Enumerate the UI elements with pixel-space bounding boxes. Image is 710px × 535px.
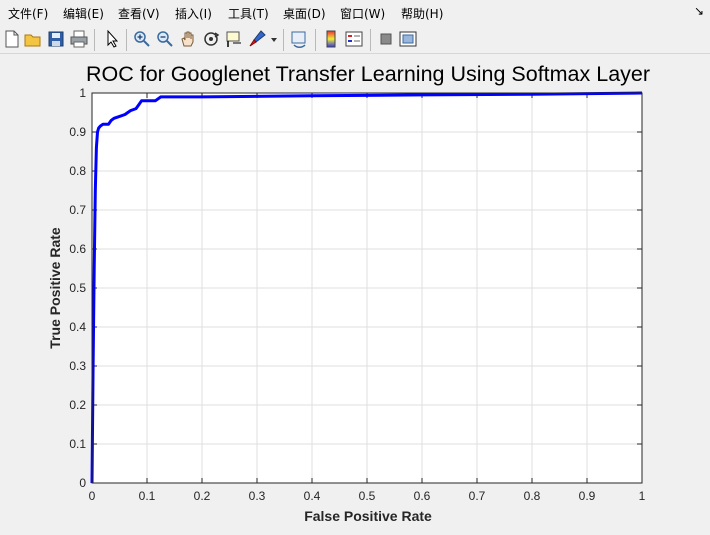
brush-icon[interactable] <box>247 29 267 49</box>
new-figure-icon[interactable] <box>2 29 22 49</box>
x-tick-label: 0.4 <box>304 489 321 503</box>
open-file-icon[interactable] <box>23 29 43 49</box>
menu-tools[interactable]: 工具(T) <box>228 7 269 21</box>
pointer-icon[interactable] <box>103 29 123 49</box>
data-cursor-icon[interactable] <box>224 29 244 49</box>
x-tick-label: 0.8 <box>524 489 541 503</box>
x-tick-label: 0.3 <box>249 489 266 503</box>
x-tick-label: 0.2 <box>194 489 211 503</box>
y-tick-label: 0.9 <box>69 125 86 139</box>
y-tick-label: 0.1 <box>69 437 86 451</box>
menu-desktop[interactable]: 桌面(D) <box>283 7 326 21</box>
save-icon[interactable] <box>46 29 66 49</box>
y-tick-labels: 0 0.1 0.2 0.3 0.4 0.5 0.6 0.7 0.8 0.9 1 <box>69 86 86 490</box>
y-tick-label: 0.6 <box>69 242 86 256</box>
x-tick-label: 0.9 <box>579 489 596 503</box>
figure-canvas: ROC for Googlenet Transfer Learning Usin… <box>0 54 710 535</box>
x-tick-label: 0 <box>89 489 96 503</box>
menu-view[interactable]: 查看(V) <box>118 7 160 21</box>
chart-title: ROC for Googlenet Transfer Learning Usin… <box>86 62 650 86</box>
menu-window[interactable]: 窗口(W) <box>340 7 386 21</box>
axes-box <box>91 92 643 484</box>
y-axis-label: True Positive Rate <box>47 227 63 349</box>
toolbar-separator <box>315 29 316 51</box>
roc-curve <box>90 91 643 484</box>
x-tick-label: 0.6 <box>414 489 431 503</box>
menu-file[interactable]: 文件(F) <box>8 7 49 21</box>
print-icon[interactable] <box>69 29 89 49</box>
x-tick-labels: 0 0.1 0.2 0.3 0.4 0.5 0.6 0.7 0.8 0.9 1 <box>89 489 646 503</box>
y-tick-label: 0 <box>79 476 86 490</box>
menu-bar: 文件(F) 编辑(E) 查看(V) 插入(I) 工具(T) 桌面(D) 窗口(W… <box>0 0 710 24</box>
zoom-in-icon[interactable] <box>132 29 152 49</box>
toolbar-separator <box>126 29 127 51</box>
toolbar-separator <box>283 29 284 51</box>
x-axis-label: False Positive Rate <box>304 508 432 524</box>
rotate-3d-icon[interactable] <box>201 29 221 49</box>
x-tick-label: 0.7 <box>469 489 486 503</box>
pan-hand-icon[interactable] <box>178 29 198 49</box>
hide-plot-tools-icon[interactable] <box>376 29 396 49</box>
toolbar-separator <box>94 29 95 51</box>
dock-arrow-icon[interactable]: ↘ <box>693 4 704 18</box>
menu-help[interactable]: 帮助(H) <box>401 7 444 21</box>
x-tick-label: 0.5 <box>359 489 376 503</box>
brush-dropdown-icon[interactable] <box>269 29 279 49</box>
toolbar-separator <box>370 29 371 51</box>
x-tick-label: 1 <box>639 489 646 503</box>
menu-insert[interactable]: 插入(I) <box>175 7 212 21</box>
toolbar <box>0 25 710 54</box>
show-plot-tools-icon[interactable] <box>398 29 418 49</box>
y-tick-label: 0.2 <box>69 398 86 412</box>
legend-icon[interactable] <box>344 29 364 49</box>
y-tick-label: 0.4 <box>69 320 86 334</box>
menu-edit[interactable]: 编辑(E) <box>63 7 104 21</box>
y-tick-label: 0.7 <box>69 203 86 217</box>
y-tick-label: 0.3 <box>69 359 86 373</box>
plot-area[interactable] <box>90 91 643 484</box>
y-tick-label: 1 <box>79 86 86 100</box>
colorbar-icon[interactable] <box>321 29 341 49</box>
y-tick-label: 0.5 <box>69 281 86 295</box>
x-tick-label: 0.1 <box>139 489 156 503</box>
y-tick-label: 0.8 <box>69 164 86 178</box>
link-plot-icon[interactable] <box>289 29 309 49</box>
zoom-out-icon[interactable] <box>155 29 175 49</box>
